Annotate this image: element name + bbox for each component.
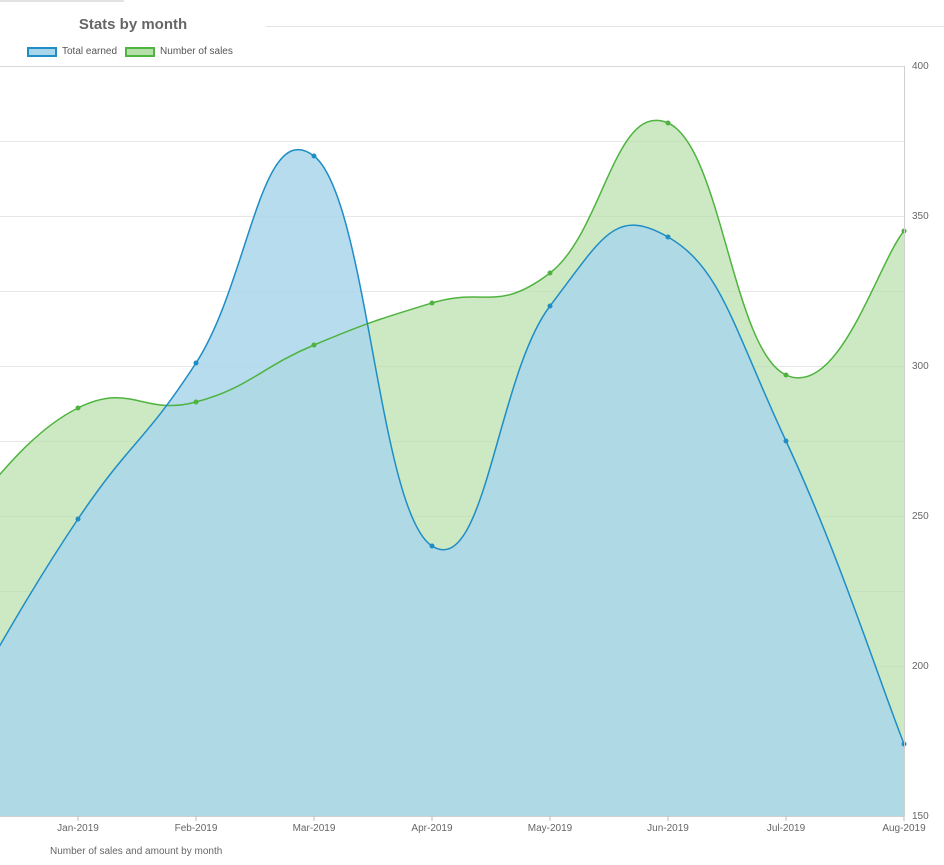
legend-swatch-total-earned [27, 46, 57, 57]
legend-swatch-number-of-sales [125, 46, 156, 57]
y-tick-label: 300 [912, 361, 929, 372]
series-line-total-earned [0, 148, 905, 745]
legend: Total earned Number of sales [27, 46, 241, 57]
data-point-number-of-sales [783, 372, 789, 378]
y-tick-label: 350 [912, 211, 929, 222]
chart-title: Stats by month [78, 16, 188, 33]
data-point-number-of-sales [665, 120, 671, 126]
x-tick-label: Jul-2019 [767, 823, 806, 834]
data-point-number-of-sales [75, 405, 81, 411]
x-tick-label: Jun-2019 [647, 823, 689, 834]
data-point-total-earned [311, 153, 317, 159]
x-tick-label: May-2019 [528, 823, 573, 834]
data-point-number-of-sales [193, 399, 199, 405]
legend-label-number-of-sales: Number of sales [160, 46, 233, 57]
y-tick-label: 200 [912, 661, 929, 672]
chart-caption: Number of sales and amount by month [50, 846, 223, 857]
series-line-number-of-sales [0, 119, 905, 476]
data-point-total-earned [547, 303, 553, 309]
x-tick-label: Jan-2019 [57, 823, 99, 834]
legend-item-total-earned[interactable]: Total earned [27, 46, 117, 57]
data-point-total-earned [193, 360, 199, 366]
data-point-total-earned [783, 438, 789, 444]
data-point-total-earned [75, 516, 81, 522]
y-tick-label: 250 [912, 511, 929, 522]
y-tick-label: 150 [912, 811, 929, 822]
x-tick-label: Feb-2019 [175, 823, 218, 834]
legend-item-number-of-sales[interactable]: Number of sales [125, 46, 233, 57]
tab-top-line [0, 0, 124, 2]
data-point-number-of-sales [547, 270, 553, 276]
title-divider [266, 26, 944, 27]
data-point-total-earned [429, 543, 435, 549]
data-point-number-of-sales [429, 300, 435, 306]
legend-label-total-earned: Total earned [62, 46, 118, 57]
x-tick-label: Aug-2019 [882, 823, 926, 834]
x-tick-label: Mar-2019 [293, 823, 336, 834]
area-fill-total-earned [0, 149, 904, 816]
x-tick-label: Apr-2019 [411, 823, 453, 834]
y-tick-label: 400 [912, 61, 929, 72]
data-point-total-earned [665, 234, 671, 240]
data-point-number-of-sales [311, 342, 317, 348]
